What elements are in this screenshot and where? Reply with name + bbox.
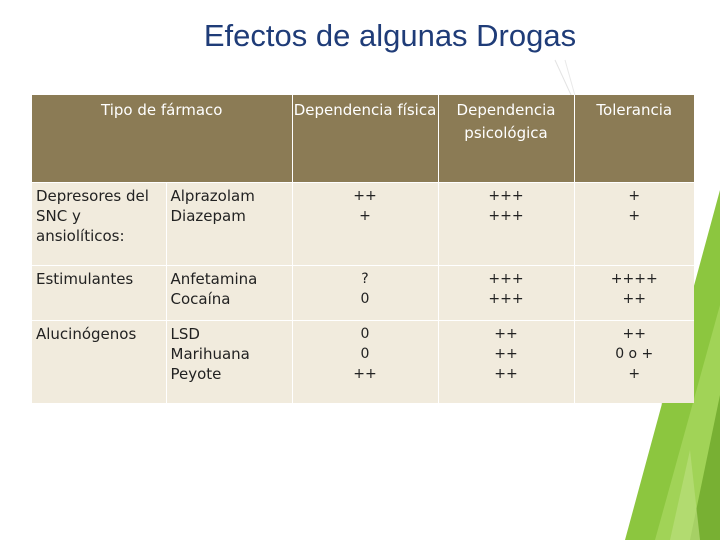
psychological-dependence-cell: +++ +++: [437, 265, 574, 321]
drug-effects-table: Tipo de fármaco Dependencia física Depen…: [32, 95, 694, 403]
psychological-dependence-cell: ++ ++ ++: [437, 320, 574, 403]
category-cell: Alucinógenos: [32, 320, 166, 403]
tolerance-cell: + +: [573, 182, 694, 266]
header-tolerance: Tolerancia: [573, 95, 694, 183]
drugs-cell: Alprazolam Diazepam: [165, 182, 292, 266]
table-row: Alucinógenos LSD Marihuana Peyote 0 0 ++…: [32, 320, 694, 403]
slide-title: Efectos de algunas Drogas: [203, 18, 577, 53]
tolerance-cell: ++ 0 o + +: [573, 320, 694, 403]
psychological-dependence-cell: +++ +++: [437, 182, 574, 266]
physical-dependence-cell: 0 0 ++: [291, 320, 438, 403]
table-row: Estimulantes Anfetamina Cocaína ? 0 +++ …: [32, 265, 694, 321]
physical-dependence-cell: ++ +: [291, 182, 438, 266]
drugs-cell: LSD Marihuana Peyote: [165, 320, 292, 403]
category-cell: Estimulantes: [32, 265, 166, 321]
header-psychological-dependence: Dependencia psicológica: [437, 95, 574, 183]
category-cell: Depresores del SNC y ansiolíticos:: [32, 182, 166, 266]
drugs-cell: Anfetamina Cocaína: [165, 265, 292, 321]
header-drug-type: Tipo de fármaco: [32, 95, 292, 183]
table-row: Depresores del SNC y ansiolíticos: Alpra…: [32, 182, 694, 266]
physical-dependence-cell: ? 0: [291, 265, 438, 321]
tolerance-cell: ++++ ++: [573, 265, 694, 321]
table-header-row: Tipo de fármaco Dependencia física Depen…: [32, 95, 694, 183]
header-physical-dependence: Dependencia física: [291, 95, 438, 183]
